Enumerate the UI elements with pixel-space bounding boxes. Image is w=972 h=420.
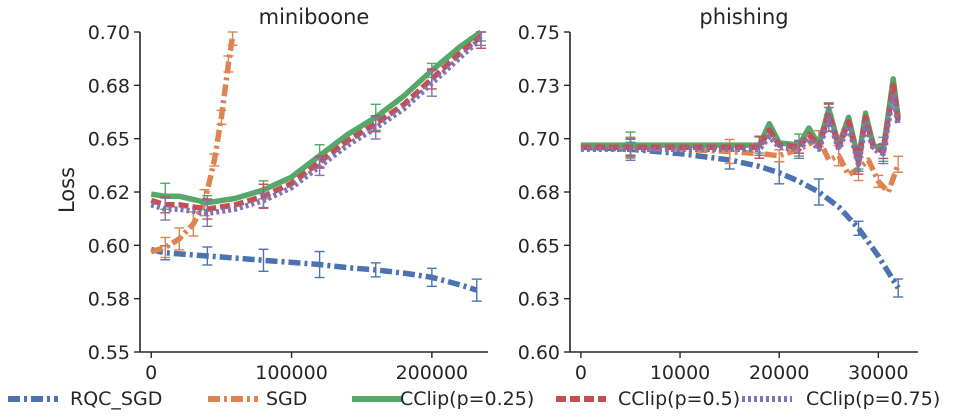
series-line-rqc-sgd xyxy=(150,246,478,293)
x-tick-label: 30000 xyxy=(848,362,908,384)
y-tick-label: 0.65 xyxy=(88,129,130,151)
x-tick-label: 20000 xyxy=(749,362,809,384)
y-tick-label: 0.55 xyxy=(88,342,130,364)
x-tick-label: 200000 xyxy=(396,362,469,384)
legend-label: CClip(p=0.5) xyxy=(618,388,740,410)
y-tick-label: 0.70 xyxy=(88,22,130,44)
series-line-cclip-p-0-75- xyxy=(150,36,483,217)
y-tick-label: 0.75 xyxy=(518,22,560,44)
panel-title-phishing: phishing xyxy=(699,5,788,29)
legend: RQC_SGD SGD CClip(p=0.25) CClip(p=0.5) CClip… xyxy=(8,388,940,410)
legend-label: RQC_SGD xyxy=(70,388,162,410)
panel-miniboone: miniboone 0.55 0.58 0.60 0.62 0.65 0.68 0.70 0 1… xyxy=(88,5,488,384)
series-line-cclip-p-0-75- xyxy=(580,91,901,168)
y-tick-label: 0.60 xyxy=(88,235,130,257)
panel-title-miniboone: miniboone xyxy=(259,5,370,29)
y-tick-label: 0.58 xyxy=(88,289,130,311)
y-tick-label: 0.62 xyxy=(88,182,130,204)
legend-label: CClip(p=0.25) xyxy=(400,388,534,410)
y-tick-label: 0.65 xyxy=(518,235,560,257)
y-tick-label: 0.73 xyxy=(518,75,560,97)
y-tick-label: 0.63 xyxy=(518,289,560,311)
series-line-cclip-p-0-25- xyxy=(150,29,483,206)
y-tick-label: 0.68 xyxy=(88,75,130,97)
x-tick-label: 0 xyxy=(575,362,587,384)
x-tick-label: 0 xyxy=(145,362,157,384)
series-line-sgd xyxy=(580,135,901,195)
legend-label: SGD xyxy=(266,388,307,410)
series-line-cclip-p-0-5- xyxy=(150,34,483,212)
x-tick-label: 10000 xyxy=(650,362,710,384)
x-tick-label: 100000 xyxy=(255,362,328,384)
series-line-rqc-sgd xyxy=(580,144,901,290)
y-tick-label: 0.68 xyxy=(518,182,560,204)
y-tick-label: 0.60 xyxy=(518,342,560,364)
y-axis-label: Loss xyxy=(55,167,79,213)
y-tick-label: 0.70 xyxy=(518,129,560,151)
panel-phishing: phishing 0.60 0.63 0.65 0.68 0.70 0.73 0.75 0 10… xyxy=(518,5,918,384)
legend-label: CClip(p=0.75) xyxy=(806,388,940,410)
